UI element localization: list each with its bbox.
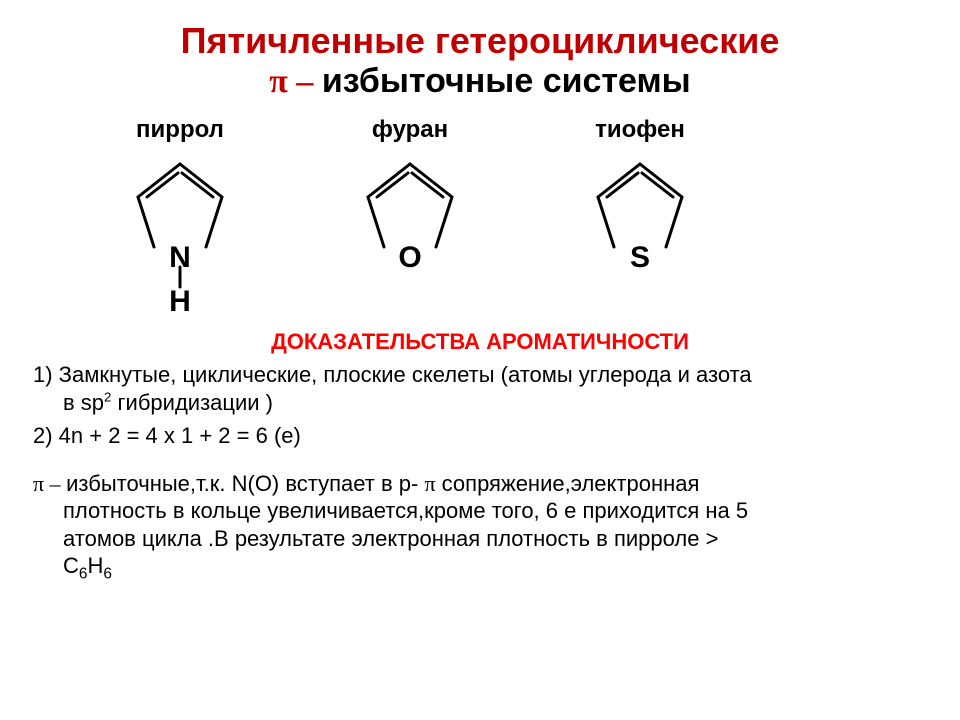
para-c: C (63, 553, 79, 578)
thiophene-structure-icon: S (580, 149, 700, 319)
substituent-label: H (169, 285, 191, 318)
molecule-furan: фуран O (350, 116, 470, 319)
furan-structure-icon: O (350, 149, 470, 319)
title-pi-prefix: π – (269, 63, 322, 100)
para-l4: C6H6 (33, 553, 112, 578)
molecule-pyrrole: пиррол N H (120, 116, 240, 319)
pi-mid: π (424, 471, 435, 496)
body-text: 1) Замкнутые, циклические, плоские скеле… (25, 361, 935, 584)
pi-prefix: π – (33, 471, 66, 496)
molecule-thiophene: тиофен S (580, 116, 700, 319)
heteroatom-label: N (169, 241, 191, 274)
para-l1: избыточные,т.к. N(O) вступает в p- (66, 471, 424, 496)
title-line1: Пятичленные гетероциклические (25, 20, 935, 62)
point1-lead: 1) Замкнутые, циклические, плоские скеле… (33, 362, 752, 387)
para-l3: атомов цикла .В результате электронная п… (33, 526, 718, 551)
evidence-subheading: ДОКАЗАТЕЛЬСТВА АРОМАТИЧНОСТИ (25, 329, 935, 355)
pyrrole-structure-icon: N H (120, 149, 240, 319)
title-rest: избыточные системы (322, 62, 691, 100)
mol-label: пиррол (120, 116, 240, 144)
molecule-row: пиррол N H фуран (25, 116, 935, 319)
spacer (33, 456, 927, 464)
pi-excess-paragraph: π – избыточные,т.к. N(O) вступает в p- π… (33, 470, 927, 584)
mol-label: тиофен (580, 116, 700, 144)
mol-label: фуран (350, 116, 470, 144)
point1-cont: в sp2 гибридизации ) (33, 390, 273, 415)
title-line2: π – избыточные системы (25, 62, 935, 101)
heteroatom-label: S (630, 241, 650, 274)
para-sub2: 6 (103, 565, 112, 582)
point-2: 2) 4n + 2 = 4 x 1 + 2 = 6 (e) (33, 422, 927, 450)
para-l1b: сопряжение,электронная (436, 471, 700, 496)
point1-sp: в sp (63, 390, 104, 415)
heteroatom-label: O (398, 241, 421, 274)
point-1: 1) Замкнутые, циклические, плоские скеле… (33, 361, 927, 416)
slide-title: Пятичленные гетероциклические π – избыто… (25, 20, 935, 101)
para-l2: плотность в кольце увеличивается,кроме т… (33, 498, 748, 523)
para-h: H (87, 553, 103, 578)
point1-tail: гибридизации ) (111, 390, 273, 415)
